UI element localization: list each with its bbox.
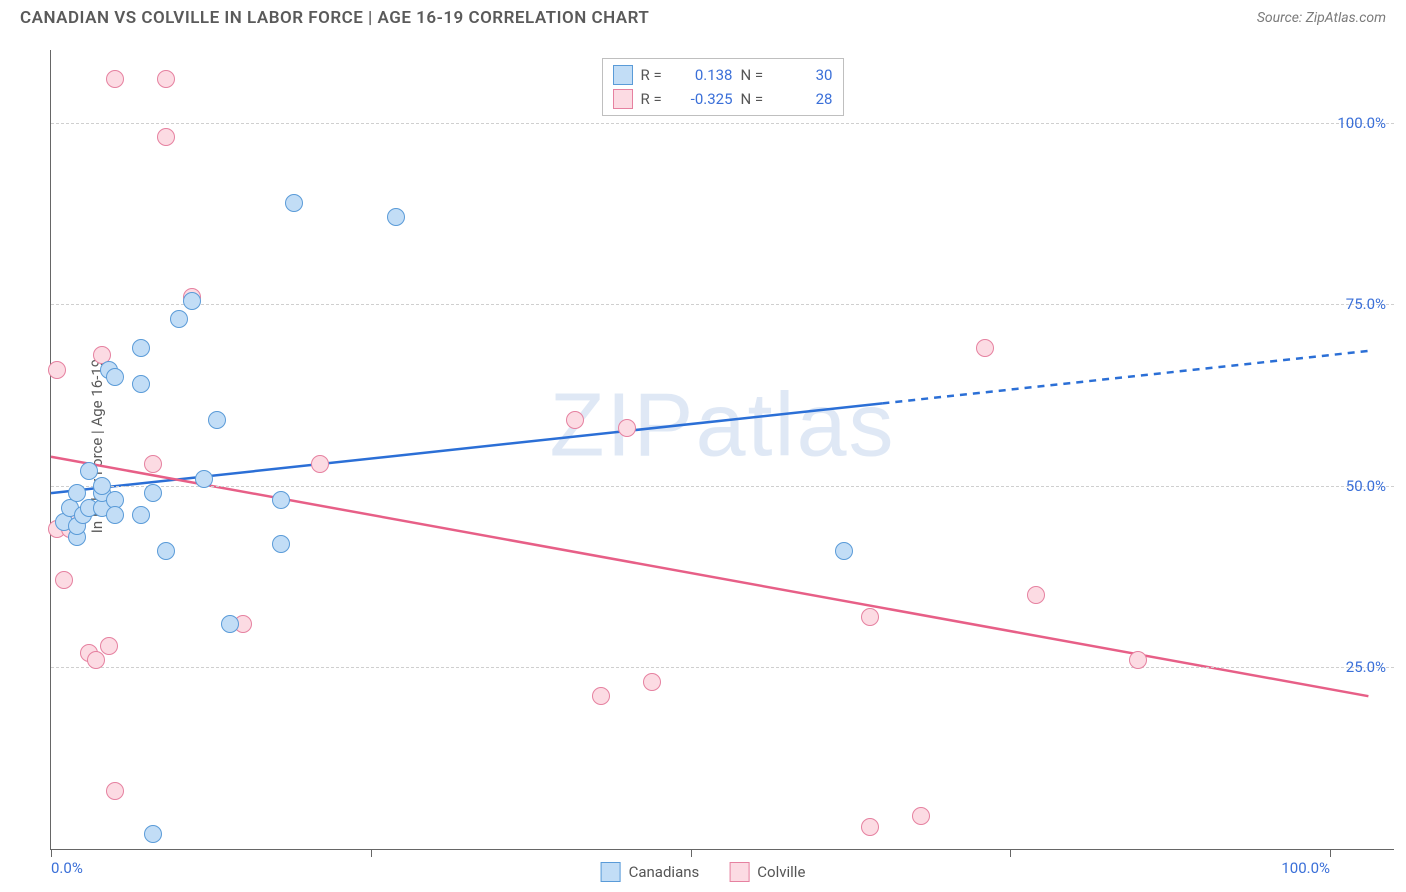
data-point	[93, 477, 111, 495]
watermark-text: ZIPatlas	[549, 374, 895, 477]
swatch-canadians-icon	[613, 65, 633, 85]
n-label: N =	[741, 66, 767, 84]
r-label: R =	[641, 66, 667, 84]
series-legend: Canadians Colville	[601, 862, 806, 882]
data-point	[1129, 651, 1147, 669]
data-point	[861, 818, 879, 836]
data-point	[80, 462, 98, 480]
data-point	[87, 651, 105, 669]
gridline	[51, 486, 1394, 487]
data-point	[48, 361, 66, 379]
data-point	[1027, 586, 1045, 604]
data-point	[106, 506, 124, 524]
x-tick	[1330, 849, 1331, 857]
r-value-canadians: 0.138	[675, 66, 733, 84]
data-point	[144, 455, 162, 473]
data-point	[144, 484, 162, 502]
data-point	[311, 455, 329, 473]
data-point	[106, 782, 124, 800]
data-point	[387, 208, 405, 226]
chart-source: Source: ZipAtlas.com	[1257, 10, 1386, 26]
correlation-legend: R = 0.138 N = 30 R = -0.325 N = 28	[602, 58, 844, 116]
legend-item-colville: Colville	[729, 862, 805, 882]
data-point	[566, 411, 584, 429]
data-point	[157, 542, 175, 560]
data-point	[157, 70, 175, 88]
data-point	[106, 368, 124, 386]
swatch-colville-icon	[613, 89, 633, 109]
data-point	[221, 615, 239, 633]
data-point	[106, 70, 124, 88]
n-value-canadians: 30	[775, 66, 833, 84]
legend-label-canadians: Canadians	[629, 863, 700, 881]
correlation-legend-row-colville: R = -0.325 N = 28	[613, 87, 833, 111]
data-point	[68, 484, 86, 502]
x-tick-label: 0.0%	[51, 849, 83, 877]
swatch-colville-icon	[729, 862, 749, 882]
data-point	[835, 542, 853, 560]
r-value-colville: -0.325	[675, 90, 733, 108]
data-point	[272, 535, 290, 553]
data-point	[144, 825, 162, 843]
legend-label-colville: Colville	[757, 863, 805, 881]
data-point	[285, 194, 303, 212]
data-point	[100, 637, 118, 655]
data-point	[592, 687, 610, 705]
data-point	[132, 506, 150, 524]
x-tick	[1010, 849, 1011, 857]
r-label: R =	[641, 90, 667, 108]
trend-lines	[51, 50, 1394, 849]
legend-item-canadians: Canadians	[601, 862, 700, 882]
data-point	[170, 310, 188, 328]
swatch-canadians-icon	[601, 862, 621, 882]
data-point	[195, 470, 213, 488]
n-label: N =	[741, 90, 767, 108]
chart-plot-area: ZIPatlas R = 0.138 N = 30 R = -0.325 N =…	[50, 50, 1394, 850]
y-tick-label: 25.0%	[1346, 658, 1386, 676]
chart-header: CANADIAN VS COLVILLE IN LABOR FORCE | AG…	[0, 0, 1406, 40]
gridline	[51, 667, 1394, 668]
correlation-legend-row-canadians: R = 0.138 N = 30	[613, 63, 833, 87]
data-point	[618, 419, 636, 437]
x-tick	[371, 849, 372, 857]
data-point	[132, 375, 150, 393]
data-point	[183, 292, 201, 310]
n-value-colville: 28	[775, 90, 833, 108]
data-point	[157, 128, 175, 146]
y-tick-label: 75.0%	[1346, 295, 1386, 313]
data-point	[912, 807, 930, 825]
data-point	[132, 339, 150, 357]
y-tick-label: 100.0%	[1337, 114, 1386, 132]
data-point	[272, 491, 290, 509]
y-tick-label: 50.0%	[1346, 477, 1386, 495]
gridline	[51, 304, 1394, 305]
data-point	[208, 411, 226, 429]
data-point	[976, 339, 994, 357]
data-point	[861, 608, 879, 626]
data-point	[55, 571, 73, 589]
gridline	[51, 123, 1394, 124]
x-tick	[691, 849, 692, 857]
data-point	[643, 673, 661, 691]
chart-title: CANADIAN VS COLVILLE IN LABOR FORCE | AG…	[20, 8, 649, 28]
x-tick-label: 100.0%	[1281, 849, 1330, 877]
